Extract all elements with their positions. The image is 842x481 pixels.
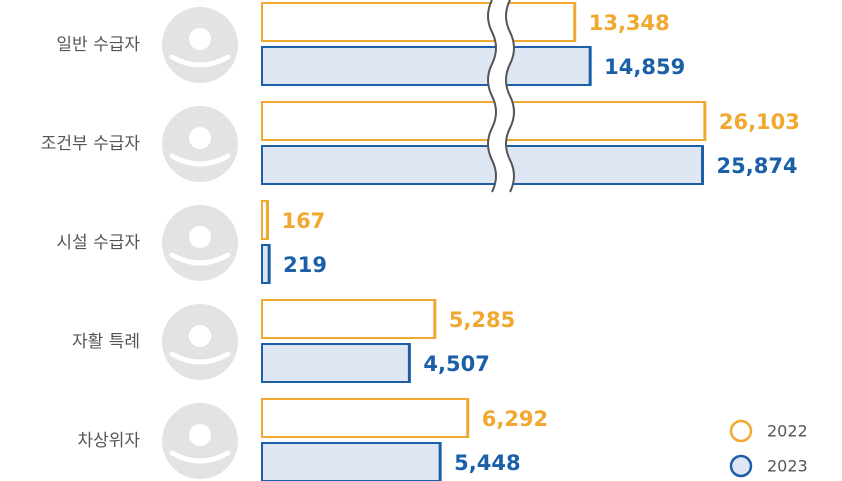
bar (261, 46, 592, 86)
category-label: 시설 수급자 (56, 233, 140, 253)
legend-marker (729, 419, 753, 443)
bar (261, 442, 442, 481)
value-label: 25,874 (717, 154, 798, 178)
icon-symbol (189, 226, 211, 248)
icon-symbol (189, 325, 211, 347)
legend-label: 2023 (767, 457, 808, 476)
bar (261, 343, 411, 383)
value-label: 14,859 (604, 55, 685, 79)
icon-hand (169, 153, 231, 167)
bars: 13,348 14,859 26,103 25,874 167 219 5,285 4,507… (261, 2, 800, 481)
break-line (505, 0, 515, 193)
legend-label: 2022 (767, 422, 808, 441)
category-label: 차상위자 (77, 431, 140, 451)
icon-hand (169, 252, 231, 266)
icon-hand (169, 450, 231, 464)
category-label: 일반 수급자 (56, 35, 140, 55)
value-label: 26,103 (719, 110, 800, 134)
legend-marker (729, 454, 753, 478)
value-label: 6,292 (482, 407, 548, 431)
bar (261, 101, 706, 141)
icon-symbol (189, 127, 211, 149)
value-label: 167 (281, 209, 325, 233)
icon-symbol (189, 28, 211, 50)
value-label: 4,507 (423, 352, 489, 376)
break-gap (488, 0, 514, 192)
legend: 2022 2023 (729, 419, 808, 478)
icon-hand (169, 351, 231, 365)
category-label: 조건부 수급자 (41, 134, 141, 154)
axis-break (487, 0, 515, 193)
value-label: 219 (283, 253, 327, 277)
icon-symbol (189, 424, 211, 446)
bar (261, 2, 576, 42)
value-label: 5,285 (449, 308, 515, 332)
bar (261, 398, 469, 438)
bar (261, 299, 436, 339)
value-label: 13,348 (589, 11, 670, 35)
value-label: 5,448 (454, 451, 520, 475)
category-label: 자활 특례 (72, 332, 140, 352)
icon-hand (169, 54, 231, 68)
break-line (487, 0, 497, 193)
bar (261, 145, 704, 185)
